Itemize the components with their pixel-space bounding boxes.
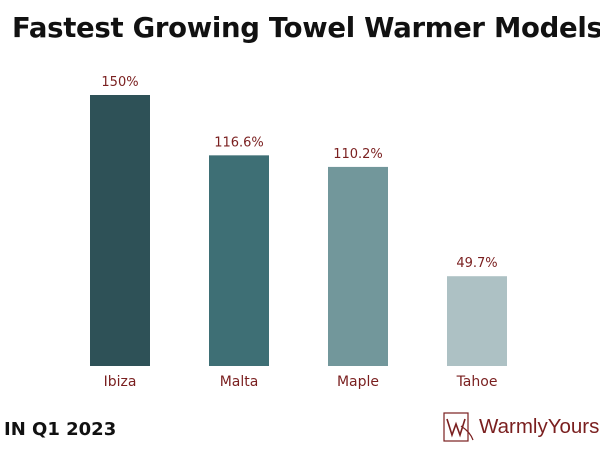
period-label: IN Q1 2023: [4, 419, 117, 440]
data-label-malta: 116.6%: [214, 135, 264, 150]
bar-malta: [209, 155, 269, 366]
category-label-tahoe: Tahoe: [456, 374, 498, 390]
warmlyyours-logo-icon: [443, 412, 474, 442]
data-label-tahoe: 49.7%: [456, 256, 497, 271]
data-label-maple: 110.2%: [333, 147, 383, 162]
category-label-malta: Malta: [220, 374, 259, 390]
category-label-maple: Maple: [337, 374, 379, 390]
brand-logo: WarmlyYours: [441, 410, 599, 444]
brand-name: WarmlyYours: [479, 415, 600, 438]
chart-title: Fastest Growing Towel Warmer Models: [12, 12, 600, 44]
category-label-ibiza: Ibiza: [104, 374, 137, 390]
bar-tahoe: [447, 276, 507, 366]
bar-maple: [328, 166, 388, 366]
data-label-ibiza: 150%: [101, 75, 138, 90]
bar-ibiza: [90, 95, 150, 366]
